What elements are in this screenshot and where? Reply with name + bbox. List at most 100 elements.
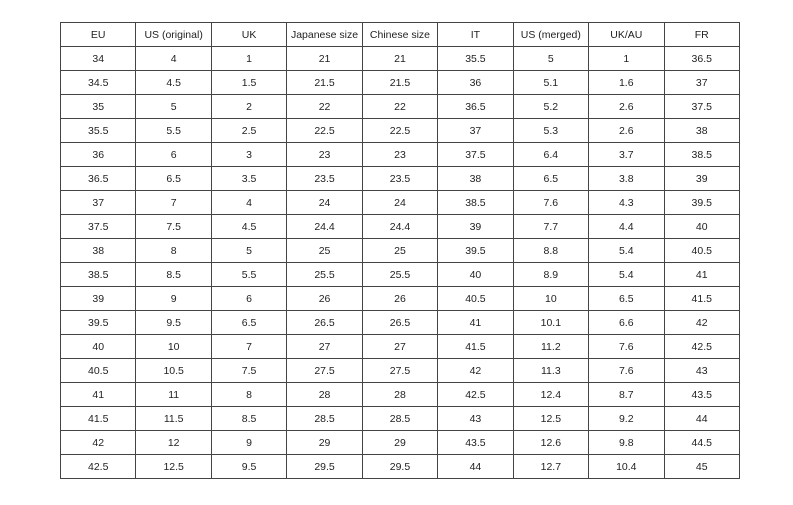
table-cell: 29.5: [361, 454, 439, 479]
table-cell: 6.5: [135, 166, 212, 191]
table-cell: 22: [361, 94, 439, 119]
table-cell: 42.5: [59, 454, 137, 479]
table-cell: 10.1: [512, 310, 590, 335]
table-cell: 28.5: [286, 406, 363, 431]
table-cell: 27.5: [361, 358, 439, 383]
table-row: 40 10 7 27 27 41.5 11.2 7.6 42.5: [59, 334, 740, 359]
table-cell: 2: [210, 94, 288, 119]
table-cell: 4.5: [210, 214, 288, 239]
table-cell: 7: [135, 190, 212, 215]
table-cell: 26.5: [361, 310, 439, 335]
table-cell: 5.1: [512, 70, 590, 95]
column-header: UK: [210, 22, 288, 47]
table-cell: 40: [59, 334, 137, 359]
table-cell: 8: [135, 238, 212, 263]
table-cell: 4.4: [588, 214, 665, 239]
table-cell: 5.5: [135, 118, 212, 143]
table-cell: 39: [663, 166, 740, 191]
table-cell: 41.5: [437, 334, 514, 359]
table-cell: 39: [59, 286, 137, 311]
table-cell: 37: [437, 118, 514, 143]
table-cell: 37.5: [59, 214, 137, 239]
column-header: US (merged): [512, 22, 590, 47]
table-row: 35.5 5.5 2.5 22.5 22.5 37 5.3 2.6 38: [59, 118, 740, 143]
table-cell: 41.5: [663, 286, 740, 311]
table-cell: 37.5: [663, 94, 740, 119]
table-cell: 36: [437, 70, 514, 95]
table-cell: 6.5: [210, 310, 288, 335]
table-cell: 38: [59, 238, 137, 263]
table-cell: 28: [286, 382, 363, 407]
table-cell: 10: [512, 286, 590, 311]
table-cell: 4.3: [588, 190, 665, 215]
table-cell: 6: [210, 286, 288, 311]
column-header: FR: [663, 22, 740, 47]
table-cell: 24: [361, 190, 439, 215]
table-cell: 6: [135, 142, 212, 167]
table-row: 38 8 5 25 25 39.5 8.8 5.4 40.5: [59, 238, 740, 263]
table-cell: 40: [663, 214, 740, 239]
table-cell: 25.5: [361, 262, 439, 287]
table-cell: 21: [361, 46, 439, 71]
table-cell: 8: [210, 382, 288, 407]
table-row: 42.5 12.5 9.5 29.5 29.5 44 12.7 10.4 45: [59, 454, 740, 479]
table-cell: 35: [59, 94, 137, 119]
table-cell: 26: [361, 286, 439, 311]
table-cell: 7.6: [588, 358, 665, 383]
table-cell: 42.5: [437, 382, 514, 407]
table-row: 39 9 6 26 26 40.5 10 6.5 41.5: [59, 286, 740, 311]
table-cell: 37: [59, 190, 137, 215]
table-cell: 40.5: [437, 286, 514, 311]
table-cell: 23.5: [286, 166, 363, 191]
table-cell: 23.5: [361, 166, 439, 191]
table-cell: 1.6: [588, 70, 665, 95]
table-cell: 41: [663, 262, 740, 287]
table-cell: 9.2: [588, 406, 665, 431]
table-cell: 42: [59, 430, 137, 455]
table-cell: 12.5: [135, 454, 212, 479]
table-cell: 42: [437, 358, 514, 383]
table-cell: 7.7: [512, 214, 590, 239]
table-cell: 9.8: [588, 430, 665, 455]
table-cell: 5.3: [512, 118, 590, 143]
table-cell: 44: [663, 406, 740, 431]
table-cell: 11.3: [512, 358, 590, 383]
table-cell: 21.5: [361, 70, 439, 95]
table-cell: 39.5: [437, 238, 514, 263]
table-row: 37 7 4 24 24 38.5 7.6 4.3 39.5: [59, 190, 740, 215]
table-cell: 9.5: [135, 310, 212, 335]
table-cell: 22.5: [361, 118, 439, 143]
table-cell: 43.5: [437, 430, 514, 455]
table-cell: 40: [437, 262, 514, 287]
table-cell: 36: [59, 142, 137, 167]
column-header: US (original): [135, 22, 212, 47]
table-cell: 3.5: [210, 166, 288, 191]
table-header: EU US (original) UK Japanese size Chinese si…: [59, 22, 740, 47]
table-cell: 8.5: [210, 406, 288, 431]
table-cell: 36.5: [59, 166, 137, 191]
table-cell: 7.5: [135, 214, 212, 239]
table-row: 34.5 4.5 1.5 21.5 21.5 36 5.1 1.6 37: [59, 70, 740, 95]
table-cell: 3.7: [588, 142, 665, 167]
table-row: 35 5 2 22 22 36.5 5.2 2.6 37.5: [59, 94, 740, 119]
table-cell: 10.5: [135, 358, 212, 383]
table-cell: 22: [286, 94, 363, 119]
table-cell: 43: [663, 358, 740, 383]
table-cell: 40.5: [663, 238, 740, 263]
table-cell: 37.5: [437, 142, 514, 167]
table-cell: 38.5: [437, 190, 514, 215]
table-cell: 41: [437, 310, 514, 335]
table-cell: 5: [512, 46, 590, 71]
table-row: 41.5 11.5 8.5 28.5 28.5 43 12.5 9.2 44: [59, 406, 740, 431]
table-cell: 25: [361, 238, 439, 263]
table-cell: 12.6: [512, 430, 590, 455]
table-cell: 7.6: [588, 334, 665, 359]
table-cell: 45: [663, 454, 740, 479]
table-cell: 7.6: [512, 190, 590, 215]
table-cell: 44: [437, 454, 514, 479]
table-cell: 25.5: [286, 262, 363, 287]
table-cell: 42: [663, 310, 740, 335]
table-cell: 37: [663, 70, 740, 95]
table-cell: 29.5: [286, 454, 363, 479]
table-cell: 6.5: [588, 286, 665, 311]
